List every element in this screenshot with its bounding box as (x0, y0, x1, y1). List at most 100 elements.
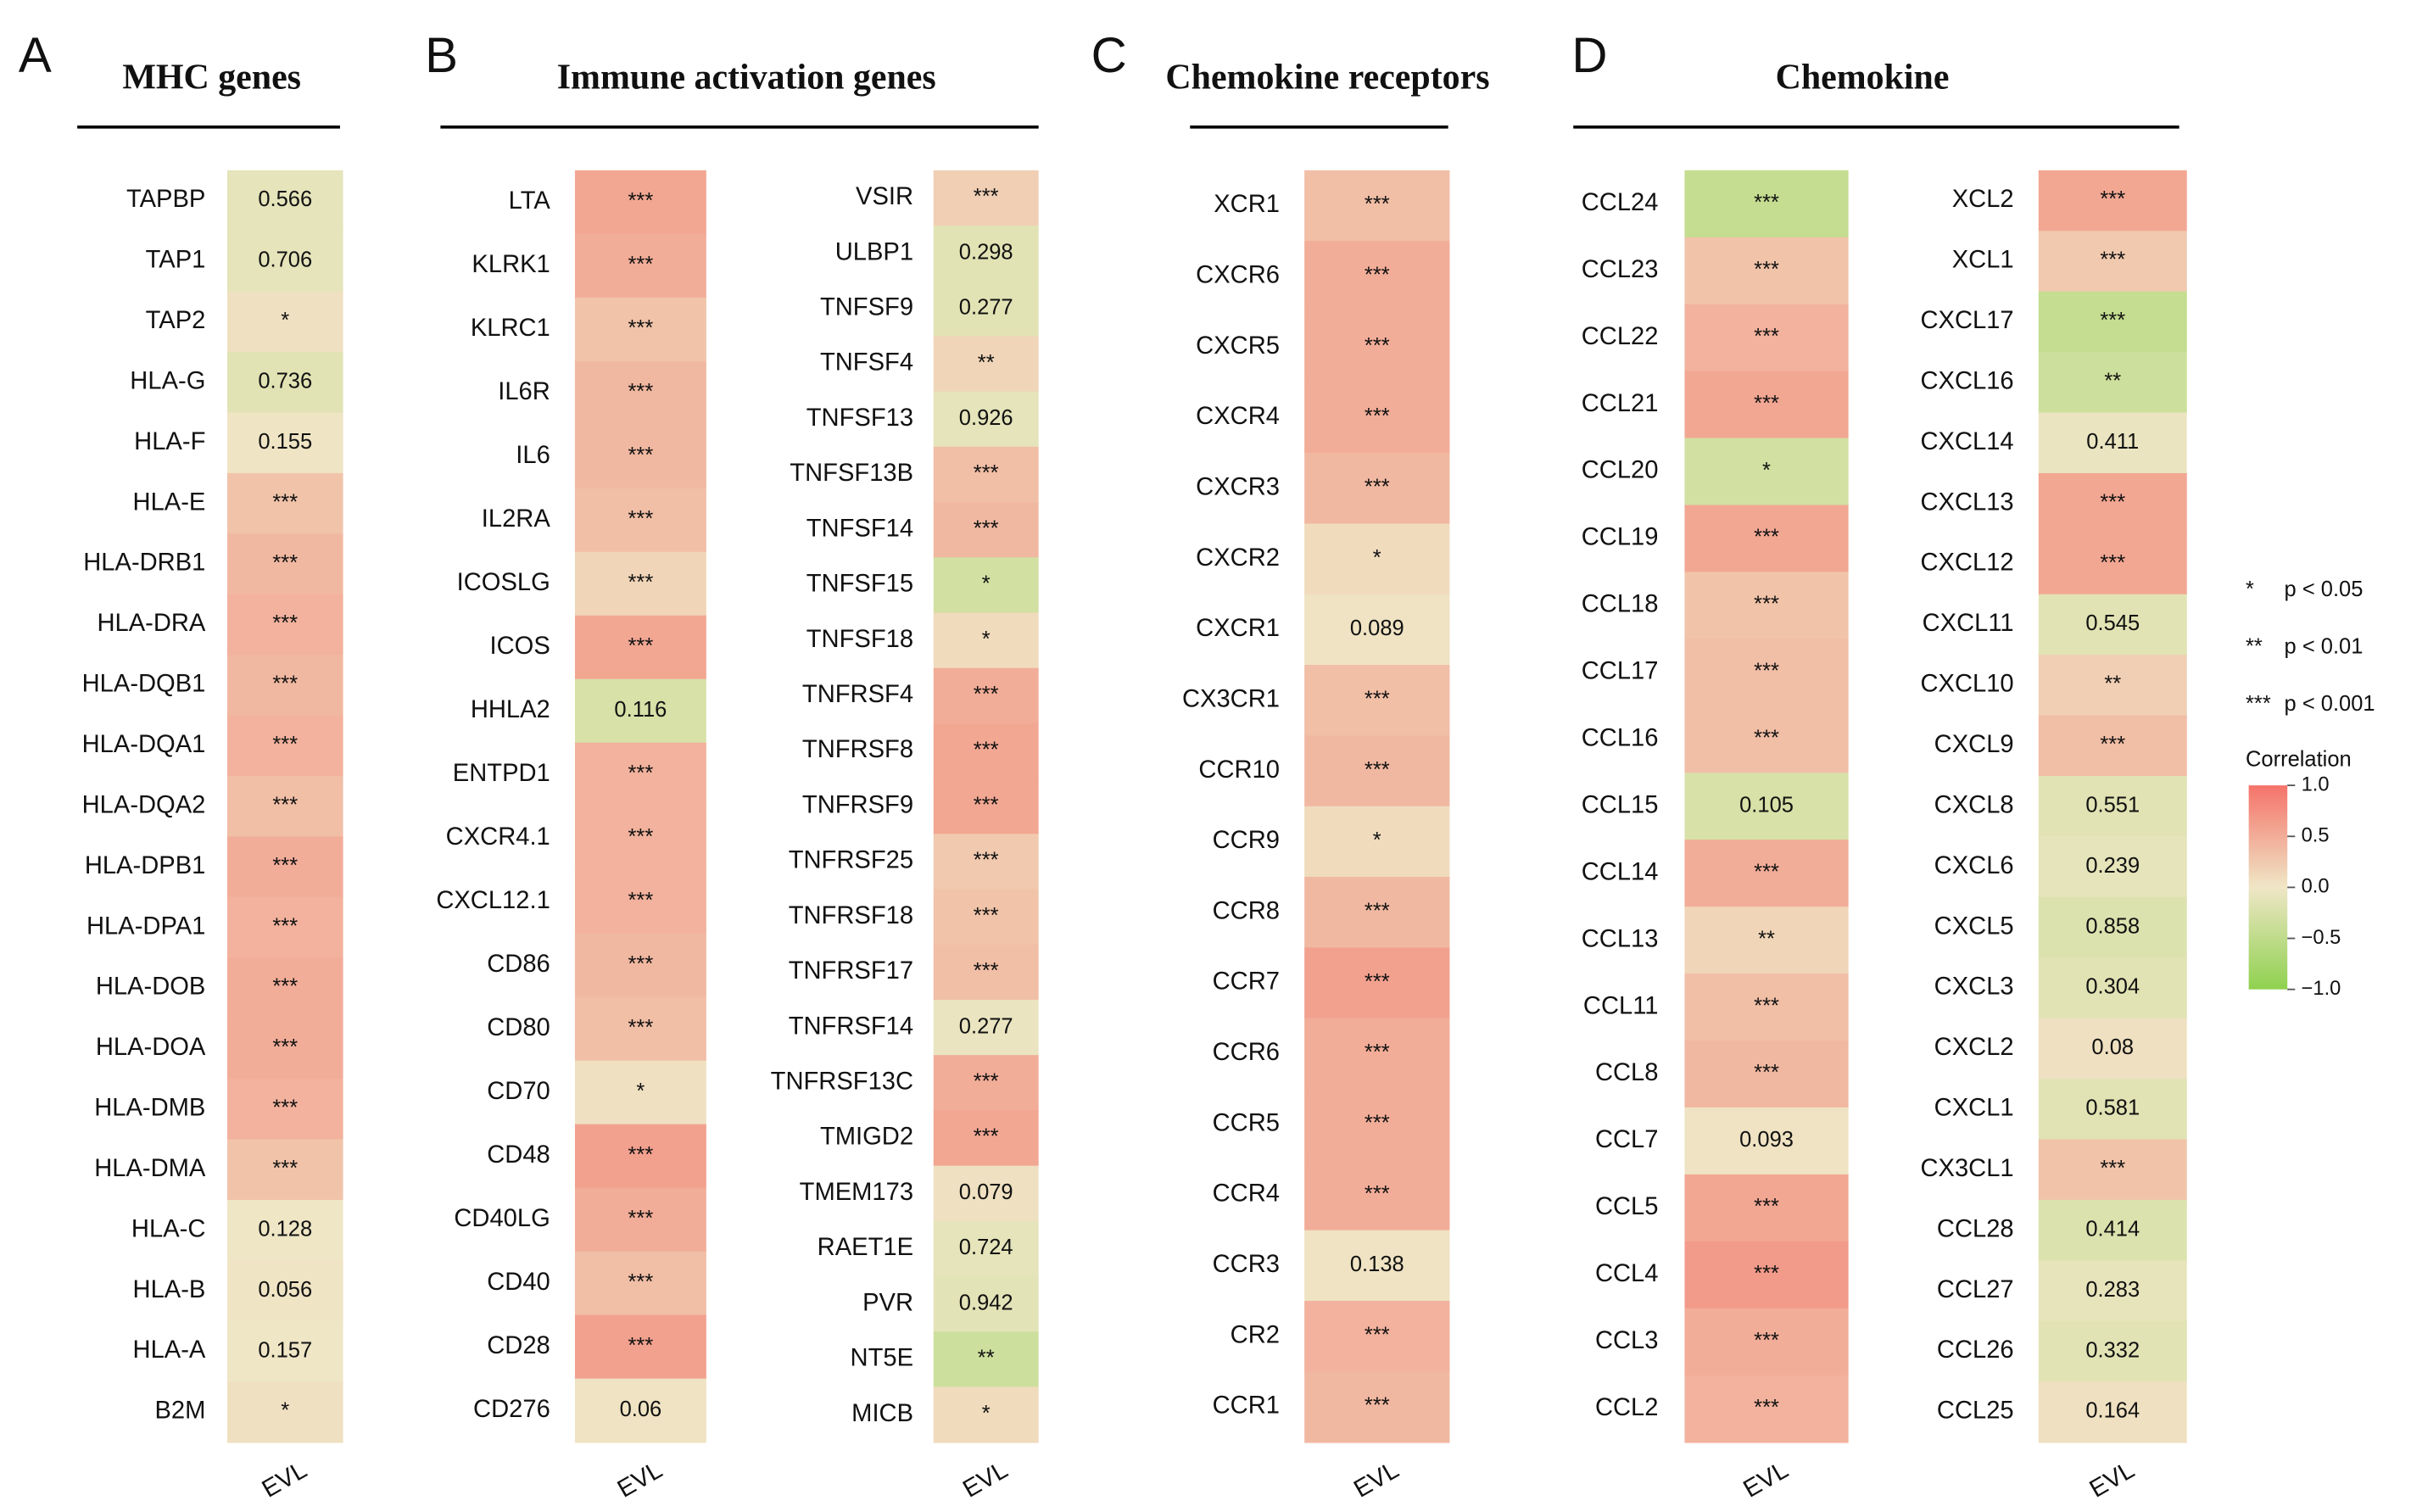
cell-label: *** (1754, 191, 1779, 215)
cell-label: *** (2100, 1157, 2125, 1180)
heatmap-cell (1304, 947, 1450, 1019)
row-label: CX3CR1 (1182, 685, 1280, 712)
cell-label: ** (978, 351, 995, 375)
row-label: KLRK1 (472, 251, 550, 278)
cell-label: *** (974, 904, 999, 928)
row-label: TNFSF4 (820, 349, 913, 377)
cell-label: *** (628, 444, 654, 467)
heatmap-cell (933, 1276, 1039, 1333)
heatmap-cell (226, 412, 343, 474)
heatmap-cell (226, 1381, 343, 1443)
row-label: HLA-DQB1 (82, 671, 206, 698)
heatmap-cell (933, 889, 1039, 946)
cell-label: * (281, 1399, 289, 1423)
row-label: B2M (154, 1398, 205, 1425)
cell-label: *** (974, 849, 999, 873)
row-label: RAET1E (818, 1234, 913, 1261)
cell-label: *** (2100, 248, 2125, 272)
cell-label: *** (2100, 733, 2125, 756)
heatmap-cell (933, 226, 1039, 282)
cell-label: *** (1365, 1182, 1390, 1206)
row-label: HLA-DQA2 (82, 791, 206, 818)
cell-label: *** (1754, 727, 1779, 750)
heatmap-cell (1684, 438, 1849, 506)
cell-label: ** (2104, 370, 2121, 393)
row-label: CCL2 (1595, 1394, 1659, 1421)
cell-label: 0.942 (959, 1291, 1013, 1314)
panel-title: Chemokine (1776, 59, 1950, 98)
cell-label: 0.079 (959, 1180, 1013, 1204)
heatmap-cell (226, 472, 343, 535)
panel-letter: A (19, 28, 52, 83)
cell-label: *** (628, 762, 654, 785)
heatmap-cell (574, 615, 706, 680)
row-label: CCL15 (1582, 791, 1659, 818)
legend-text: p < 0.001 (2285, 692, 2375, 716)
row-label: TMEM173 (800, 1179, 913, 1206)
row-label: CCL7 (1595, 1126, 1659, 1153)
colorbar-tick-label: 0.0 (2302, 876, 2330, 898)
heatmap-cell (574, 488, 706, 553)
row-label: CR2 (1231, 1321, 1280, 1348)
colorbar-tick-label: 1.0 (2302, 773, 2330, 795)
panel-title: Chemokine receptors (1165, 59, 1489, 98)
cell-label: *** (628, 889, 654, 912)
cell-label: *** (974, 1125, 999, 1149)
heatmap-cell (933, 1165, 1039, 1222)
heatmap-cell (226, 1079, 343, 1141)
x-label: EVL (613, 1456, 667, 1503)
row-label: CD28 (487, 1332, 550, 1359)
row-label: CD40 (487, 1269, 550, 1296)
heatmap-cell (1684, 371, 1849, 439)
heatmap-cell (2038, 533, 2187, 595)
cell-label: 0.581 (2085, 1096, 2140, 1120)
heatmap-cell (1684, 1174, 1849, 1242)
cell-label: 0.164 (2085, 1399, 2140, 1423)
heatmap-cell (933, 667, 1039, 724)
row-label: TNFRSF14 (789, 1013, 913, 1040)
cell-label: *** (974, 516, 999, 540)
cell-label: *** (1754, 994, 1779, 1018)
cell-label: 0.277 (959, 1014, 1013, 1038)
row-label: IL6R (498, 378, 550, 405)
cell-label: *** (974, 683, 999, 706)
row-label: CD48 (487, 1141, 550, 1169)
row-label: CXCL8 (1934, 791, 2014, 818)
panel-title: MHC genes (122, 59, 301, 98)
row-label: CXCR6 (1196, 261, 1280, 288)
heatmap-cell (933, 944, 1039, 1001)
row-label: TMIGD2 (820, 1124, 913, 1151)
heatmap-cell (933, 502, 1039, 559)
heatmap-cell (226, 1260, 343, 1322)
row-label: HLA-DPB1 (85, 852, 206, 879)
heatmap-cell (933, 1055, 1039, 1112)
heatmap-cell (1304, 523, 1450, 595)
heatmap-cell (574, 742, 706, 807)
colorbar-tick-label: 0.5 (2302, 825, 2330, 847)
heatmap-cell (2038, 231, 2187, 293)
row-label: CCL18 (1582, 591, 1659, 618)
heatmap-cell (1684, 1041, 1849, 1108)
row-label: CXCR4 (1196, 403, 1280, 430)
heatmap-cell (574, 233, 706, 298)
heatmap-cell (933, 999, 1039, 1057)
panel-title: Immune activation genes (557, 59, 936, 98)
legend-symbol: * (2246, 577, 2254, 601)
heatmap-cell (933, 1110, 1039, 1167)
row-label: TNFRSF8 (802, 736, 913, 763)
cell-label: 0.926 (959, 406, 1013, 430)
panel-letter: B (425, 28, 458, 83)
row-label: TAP1 (146, 247, 206, 274)
row-label: TNFSF13B (790, 460, 913, 487)
heatmap-cell (1304, 1089, 1450, 1161)
heatmap-cell (1304, 1018, 1450, 1090)
heatmap-cell (226, 957, 343, 1019)
cell-label: *** (272, 793, 298, 817)
heatmap-cell (2038, 291, 2187, 353)
row-label: HLA-DMB (94, 1095, 205, 1122)
row-label: CCL8 (1595, 1059, 1659, 1086)
row-label: CXCL9 (1934, 731, 2014, 758)
panel-letter: D (1571, 28, 1607, 83)
heatmap-cell (574, 1378, 706, 1443)
panel-letter: C (1091, 28, 1127, 83)
